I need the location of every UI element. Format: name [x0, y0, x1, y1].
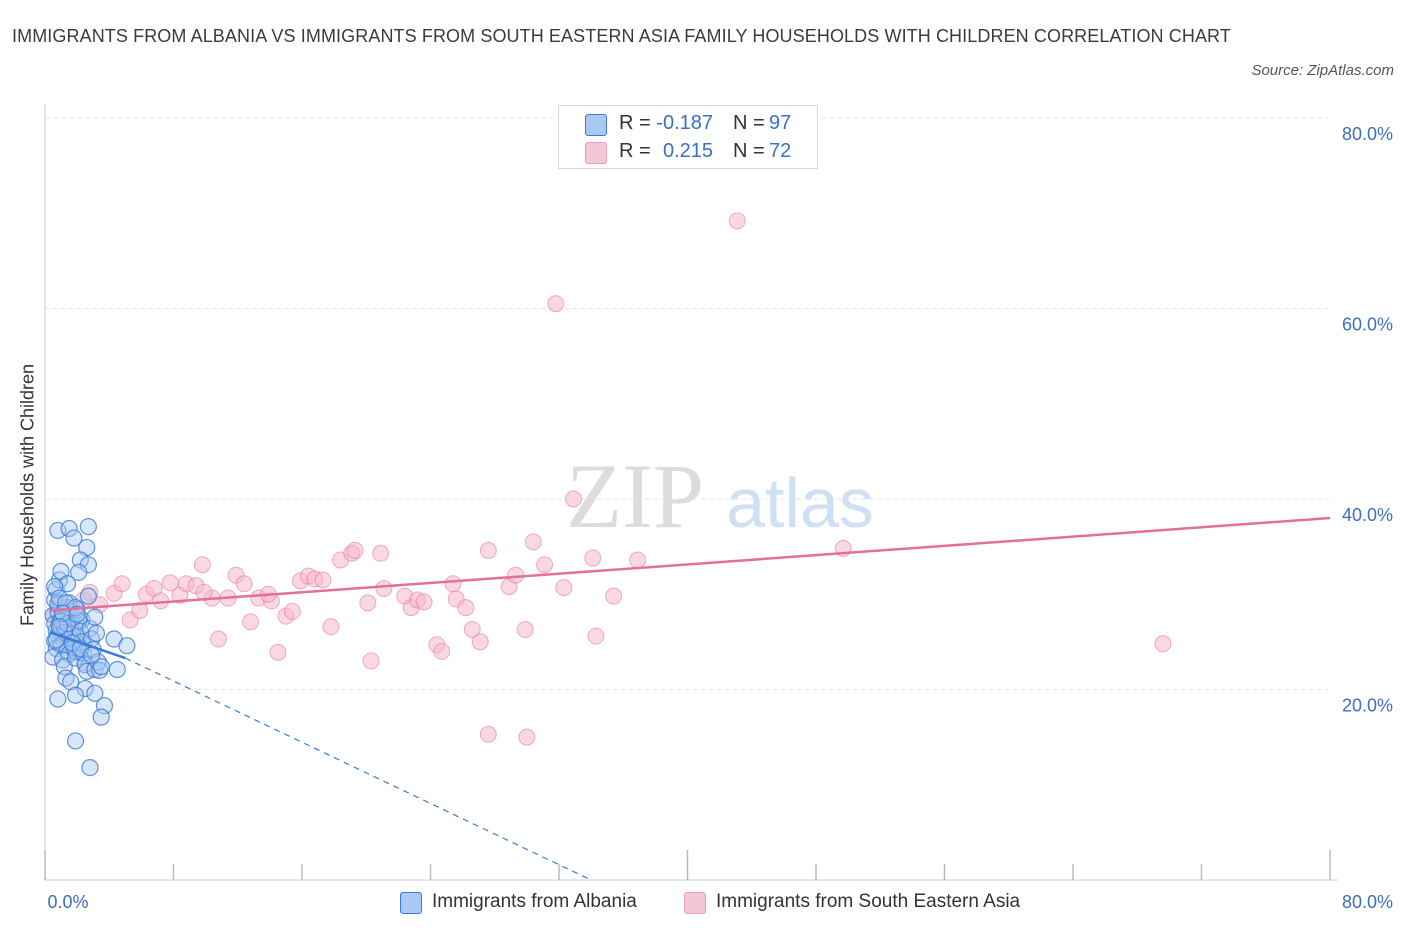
legend-swatch-albania [585, 114, 607, 136]
series-legend: Immigrants from Albania Immigrants from … [0, 890, 1406, 916]
legend-label-albania: Immigrants from Albania [432, 891, 637, 912]
data-point-albania [58, 575, 77, 593]
data-point-sea [479, 725, 497, 743]
data-point-albania [54, 651, 72, 669]
data-point-sea [433, 642, 451, 660]
legend-r-label: R = [619, 140, 651, 162]
x-tick-label: 80.0% [1342, 892, 1393, 912]
data-point-albania [118, 637, 136, 655]
data-point-sea [463, 620, 481, 638]
data-point-sea [375, 580, 393, 598]
data-point-sea [113, 575, 131, 593]
data-point-sea [283, 602, 301, 620]
data-point-sea [479, 541, 497, 559]
legend-n-value-sea: 72 [769, 140, 792, 162]
data-point-albania [57, 594, 75, 612]
source-note: Source: ZipAtlas.com [1251, 62, 1394, 79]
legend-n-label: N = [733, 140, 765, 162]
data-point-sea [359, 594, 377, 612]
data-point-sea [372, 544, 390, 562]
data-point-sea [564, 490, 582, 508]
data-point-sea [629, 551, 647, 569]
data-point-sea [314, 571, 332, 589]
data-point-albania [81, 759, 99, 777]
data-point-sea [242, 613, 260, 631]
data-point-sea [471, 633, 489, 651]
data-point-sea [457, 599, 475, 617]
data-point-sea [269, 643, 287, 661]
data-point-albania [50, 618, 69, 636]
data-point-albania [66, 732, 85, 750]
data-point-albania [49, 690, 67, 708]
legend-r-value-sea: 0.215 [662, 140, 713, 162]
data-point-sea [415, 593, 433, 611]
data-point-albania [87, 624, 106, 642]
data-point-sea [1154, 635, 1172, 653]
y-tick-label: 60.0% [1342, 315, 1393, 335]
data-point-albania [86, 684, 104, 702]
data-point-albania [92, 708, 110, 726]
legend-label-sea: Immigrants from South Eastern Asia [716, 891, 1021, 912]
data-point-sea [193, 556, 211, 574]
data-point-albania [44, 648, 62, 666]
data-point-albania [65, 529, 83, 547]
legend-swatch-albania [400, 892, 422, 914]
y-tick-label: 40.0% [1342, 505, 1393, 525]
data-point-sea [235, 575, 253, 593]
watermark-zip: ZIP [566, 445, 704, 547]
data-point-sea [516, 620, 534, 638]
watermark-atlas: atlas [726, 464, 874, 542]
legend-swatch-sea [684, 892, 706, 914]
data-point-sea [131, 601, 149, 619]
data-point-albania [60, 519, 78, 538]
legend-n-value-albania: 97 [769, 112, 792, 134]
legend-n-label: N = [733, 112, 765, 134]
data-point-albania [79, 518, 97, 536]
chart-title: IMMIGRANTS FROM ALBANIA VS IMMIGRANTS FR… [12, 26, 1231, 46]
axes [44, 104, 1338, 881]
data-point-sea [362, 652, 380, 670]
y-tick-label: 20.0% [1342, 696, 1393, 716]
data-point-albania [108, 660, 126, 679]
data-point-sea [322, 618, 340, 636]
data-point-albania [79, 587, 97, 605]
data-point-sea [555, 579, 573, 597]
data-point-sea [605, 587, 623, 605]
data-point-sea [587, 627, 605, 645]
data-point-albania [76, 679, 94, 698]
data-point-sea [728, 212, 746, 230]
data-point-sea [518, 728, 536, 746]
trend-line-albania-extension [125, 657, 592, 881]
data-point-sea [524, 533, 542, 551]
data-point-sea [584, 549, 602, 567]
data-point-albania [71, 551, 89, 569]
data-point-sea [536, 556, 554, 574]
trend-line-sea [49, 516, 1331, 612]
data-point-albania [86, 608, 104, 626]
grid-lines [45, 117, 1330, 690]
legend-swatch-sea [585, 142, 607, 164]
data-point-albania [66, 686, 85, 704]
data-point-sea [346, 541, 364, 559]
legend-r-label: R = [619, 112, 651, 134]
correlation-legend: R = -0.187 N = 97 R = 0.215 N = 72 [558, 105, 818, 169]
tick-labels: 20.0% 40.0% 60.0% 80.0% 0.0% 80.0% [47, 124, 1393, 912]
data-point-albania [70, 563, 88, 581]
data-point-sea [209, 630, 227, 648]
legend-r-value-albania: -0.187 [656, 112, 713, 134]
data-point-albania [68, 605, 86, 623]
trend-lines [49, 516, 1331, 881]
data-point-sea [444, 575, 462, 593]
x-tick-label: 0.0% [47, 892, 88, 912]
data-point-sea [547, 295, 565, 313]
data-point-albania [89, 653, 107, 671]
data-point-albania [62, 673, 80, 691]
trend-line-albania [49, 631, 126, 660]
y-tick-label: 80.0% [1342, 124, 1393, 144]
